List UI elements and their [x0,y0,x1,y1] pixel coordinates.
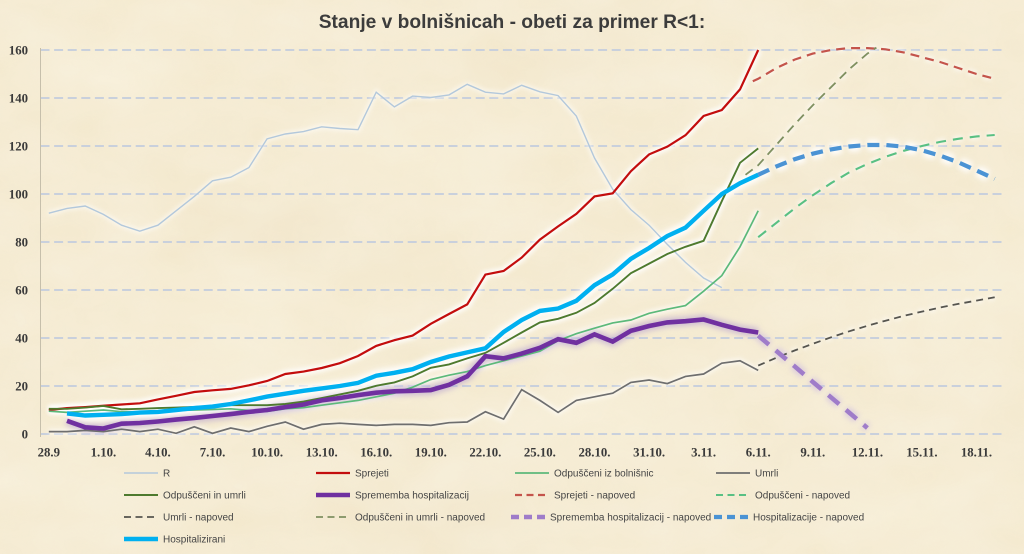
svg-text:7.10.: 7.10. [200,446,226,460]
svg-text:13.10.: 13.10. [306,446,338,460]
svg-text:3.11.: 3.11. [691,446,716,460]
svg-text:20: 20 [15,379,28,393]
svg-text:10.10.: 10.10. [251,446,283,460]
svg-text:Odpuščeni in umrli - napoved: Odpuščeni in umrli - napoved [355,513,485,524]
svg-text:140: 140 [9,91,28,105]
svg-text:31.10.: 31.10. [633,446,665,460]
svg-text:120: 120 [9,139,28,153]
svg-text:28.10.: 28.10. [579,446,611,460]
svg-text:16.10.: 16.10. [360,446,392,460]
svg-text:Stanje v bolnišnicah - obeti z: Stanje v bolnišnicah - obeti za primer R… [319,12,706,33]
svg-text:Odpuščeni iz bolnišnic: Odpuščeni iz bolnišnic [554,469,654,480]
svg-text:25.10.: 25.10. [524,446,556,460]
svg-text:Hospitalizacije - napoved: Hospitalizacije - napoved [753,513,864,524]
svg-text:6.11.: 6.11. [746,446,771,460]
svg-text:19.10.: 19.10. [415,446,447,460]
svg-text:100: 100 [9,187,28,201]
svg-text:Sprejeti - napoved: Sprejeti - napoved [554,491,635,502]
svg-text:4.10.: 4.10. [145,446,171,460]
svg-text:15.11.: 15.11. [906,446,937,460]
svg-text:Odpuščeni - napoved: Odpuščeni - napoved [755,491,850,502]
svg-text:0: 0 [22,427,28,441]
svg-text:Odpuščeni in umrli: Odpuščeni in umrli [163,491,246,502]
svg-text:Sprememba hospitalizacij: Sprememba hospitalizacij [355,491,469,502]
svg-text:28.9: 28.9 [38,446,60,460]
svg-text:Umrli - napoved: Umrli - napoved [163,513,234,524]
svg-text:Sprejeti: Sprejeti [355,469,389,480]
svg-text:40: 40 [15,331,28,345]
svg-text:80: 80 [15,235,28,249]
svg-text:12.11.: 12.11. [852,446,883,460]
svg-text:60: 60 [15,283,28,297]
svg-text:9.11.: 9.11. [800,446,825,460]
svg-text:R: R [163,469,170,480]
svg-text:1.10.: 1.10. [91,446,117,460]
svg-text:18.11.: 18.11. [961,446,992,460]
svg-text:160: 160 [9,43,28,57]
svg-text:22.10.: 22.10. [469,446,501,460]
svg-text:Umrli: Umrli [755,469,778,480]
svg-text:Hospitalizirani: Hospitalizirani [163,535,225,546]
svg-text:Sprememba hospitalizacij - nap: Sprememba hospitalizacij - napoved [550,513,711,524]
